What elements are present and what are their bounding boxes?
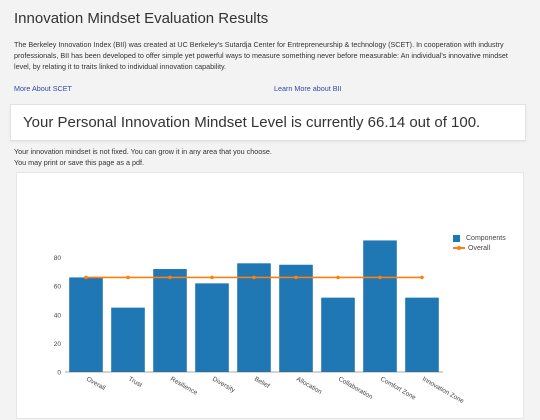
legend-line-swatch <box>453 245 465 250</box>
legend-bar-swatch <box>453 234 460 242</box>
y-tick-label: 40 <box>54 312 62 319</box>
x-tick-label: Resilience <box>169 376 199 397</box>
legend-item-components[interactable]: Components <box>453 233 506 243</box>
score-text: Your Personal Innovation Mindset Level i… <box>23 114 481 131</box>
overall-point <box>336 275 340 280</box>
y-tick-label: 80 <box>54 255 62 262</box>
overall-point <box>378 275 382 280</box>
x-tick-label: Diversity <box>211 376 237 395</box>
bar <box>195 283 229 372</box>
y-tick-label: 60 <box>54 284 62 291</box>
bar <box>279 264 313 372</box>
chart-card: 0 20 40 60 80 Overall Trust Resilience Diversity… <box>16 172 524 419</box>
overall-point <box>84 275 88 280</box>
y-tick-label: 20 <box>54 341 62 348</box>
bar <box>153 269 187 372</box>
overall-point <box>294 275 298 280</box>
x-tick-label: Innovation Zone <box>421 376 465 406</box>
print-note: You may print or save this page as a pdf… <box>14 158 144 167</box>
overall-point <box>420 275 424 280</box>
chart-legend: Components Overall <box>453 233 506 253</box>
score-card: Your Personal Innovation Mindset Level i… <box>10 104 526 141</box>
x-tick-label: Allocation <box>295 376 323 396</box>
x-tick-label: Overall <box>85 376 107 393</box>
intro-paragraph: The Berkeley Innovation Index (BII) was … <box>14 40 508 71</box>
y-tick-label: 0 <box>57 370 61 377</box>
x-tick-label: Trust <box>127 376 143 389</box>
more-about-scet-link[interactable]: More About SCET <box>14 84 72 93</box>
legend-label-overall: Overall <box>468 244 491 252</box>
x-tick-label: Collaboration <box>337 376 374 401</box>
bar <box>405 297 439 372</box>
growth-note: Your innovation mindset is not fixed. Yo… <box>14 147 272 156</box>
bar-chart: 0 20 40 60 80 Overall Trust Resilience Diversity… <box>54 240 465 406</box>
overall-point <box>168 275 172 280</box>
bar <box>363 240 397 372</box>
legend-item-overall[interactable]: Overall <box>453 243 506 253</box>
learn-more-bii-link[interactable]: Learn More about BII <box>274 84 342 93</box>
bar <box>111 307 145 372</box>
overall-point <box>210 275 214 280</box>
overall-point <box>126 275 130 280</box>
x-tick-label: Comfort Zone <box>379 376 417 402</box>
bar <box>69 277 103 372</box>
x-tick-label: Belief <box>253 376 271 390</box>
bar <box>321 297 355 372</box>
bar <box>237 263 271 372</box>
overall-point <box>252 275 256 280</box>
page-title: Innovation Mindset Evaluation Results <box>14 10 269 27</box>
legend-label-components: Components <box>466 234 506 242</box>
